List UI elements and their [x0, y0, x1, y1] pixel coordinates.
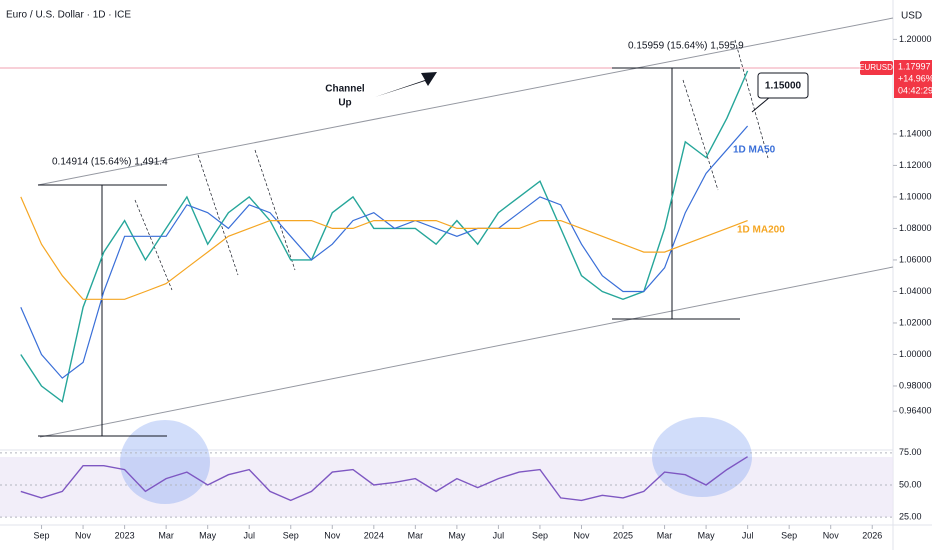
x-tick-label: Mar	[408, 530, 424, 540]
x-tick-label: Nov	[324, 530, 341, 540]
y-tick-label: 1.10000	[899, 191, 932, 201]
countdown: 04:42:29	[898, 85, 932, 95]
symbol-badge	[860, 61, 893, 75]
x-tick-label: Mar	[158, 530, 174, 540]
rsi-tick-label: 50.00	[899, 479, 922, 489]
x-tick-label: Nov	[75, 530, 92, 540]
y-tick-label: 1.20000	[899, 34, 932, 44]
y-tick-label: 1.02000	[899, 317, 932, 327]
x-tick-label: Mar	[657, 530, 673, 540]
x-tick-label: Nov	[823, 530, 840, 540]
measure-label: 0.14914 (15.64%) 1,491.4	[52, 157, 168, 168]
channel-bottom	[39, 266, 894, 438]
x-tick-label: 2026	[862, 530, 882, 540]
y-tick-label: 1.06000	[899, 254, 932, 264]
annotation: Up	[338, 98, 351, 109]
last-price: 1.17997	[898, 61, 931, 71]
callout-pointer	[751, 96, 771, 113]
series-line	[20, 456, 748, 502]
measure-right	[612, 67, 740, 320]
x-tick-label: May	[698, 530, 716, 540]
y-tick-label: 0.98000	[899, 380, 932, 390]
series-line	[20, 196, 748, 300]
x-tick-label: Jul	[742, 530, 754, 540]
x-tick-label: Sep	[34, 530, 50, 540]
rsi-band	[0, 457, 893, 517]
rsi-tick-label: 75.00	[899, 447, 922, 457]
x-tick-label: Jul	[243, 530, 255, 540]
x-tick-label: Sep	[781, 530, 797, 540]
ma50-label: 1D MA50	[733, 145, 776, 156]
measure-left	[38, 184, 167, 437]
callout-box	[757, 72, 809, 99]
change: +14.96%	[898, 73, 932, 83]
channel-arrow	[375, 72, 437, 97]
x-tick-label: May	[448, 530, 466, 540]
x-tick-label: 2025	[613, 530, 633, 540]
ma200-label: 1D MA200	[737, 225, 785, 236]
rsi-tick-label: 25.00	[899, 512, 922, 522]
x-tick-label: Sep	[283, 530, 299, 540]
x-tick-label: 2024	[364, 530, 384, 540]
y-tick-label: 1.14000	[899, 128, 932, 138]
x-tick-label: Nov	[573, 530, 590, 540]
rsi-arc	[652, 417, 752, 497]
symbol: EURUSD	[859, 63, 893, 72]
x-tick-label: 2023	[115, 530, 135, 540]
price-badge	[894, 60, 932, 98]
currency: USD	[901, 11, 922, 22]
measure-label: 0.15959 (15.64%) 1,595.9	[628, 41, 744, 52]
x-tick-label: Jul	[493, 530, 505, 540]
rsi-arc	[120, 420, 210, 504]
y-tick-label: 1.04000	[899, 286, 932, 296]
title: Euro / U.S. Dollar · 1D · ICE	[6, 10, 131, 21]
x-tick-label: May	[199, 530, 217, 540]
series-line	[20, 70, 749, 403]
channel-top	[37, 17, 894, 186]
y-tick-label: 1.00000	[899, 349, 932, 359]
y-tick-label: 0.96400	[899, 406, 932, 416]
annotation: Channel	[325, 84, 365, 95]
y-tick-label: 1.12000	[899, 160, 932, 170]
trend-lines	[134, 39, 769, 291]
callout-text: 1.15000	[765, 81, 802, 92]
y-tick-label: 1.08000	[899, 223, 932, 233]
x-tick-label: Sep	[532, 530, 548, 540]
